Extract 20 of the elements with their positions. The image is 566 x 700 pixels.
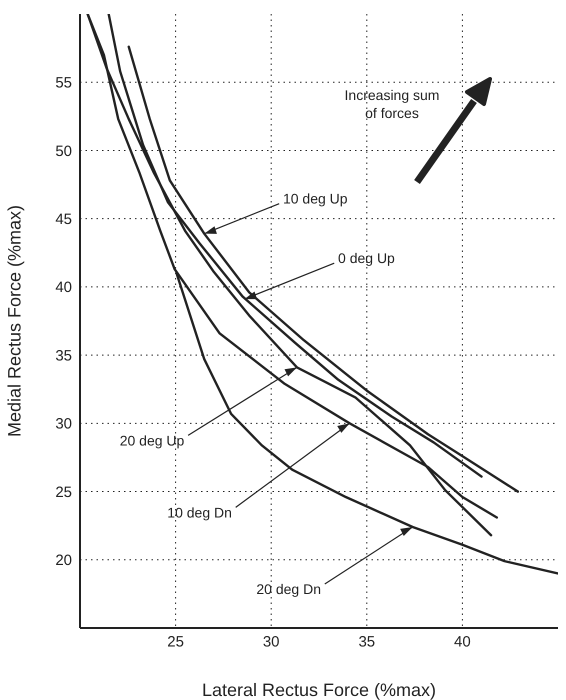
y-tick-label: 45 bbox=[55, 210, 72, 228]
x-tick-label: 35 bbox=[358, 634, 376, 651]
y-tick-label: 40 bbox=[55, 279, 72, 296]
y-tick-label: 30 bbox=[55, 416, 72, 433]
y-tick-label: 20 bbox=[55, 552, 72, 570]
annotation: Increasing sum of forces bbox=[344, 87, 440, 121]
y-tick-label: 55 bbox=[55, 74, 72, 92]
annotation: 20 deg Up bbox=[120, 432, 185, 448]
y-tick-label: 35 bbox=[55, 347, 72, 364]
annotation: 10 deg Up bbox=[282, 190, 348, 207]
annotation: 0 deg Up bbox=[338, 250, 396, 266]
x-axis-title: Lateral Rectus Force (%max) bbox=[202, 680, 436, 700]
x-tick-label: 40 bbox=[454, 634, 471, 651]
y-tick-label: 25 bbox=[55, 484, 72, 501]
annotation: 10 deg Dn bbox=[167, 504, 232, 520]
x-tick-label: 25 bbox=[167, 634, 184, 651]
y-axis-title: Medial Rectus Force (%max) bbox=[4, 204, 24, 438]
annotation: 20 deg Dn bbox=[256, 581, 321, 598]
x-tick-label: 30 bbox=[262, 634, 280, 651]
y-tick-label: 50 bbox=[55, 142, 72, 160]
